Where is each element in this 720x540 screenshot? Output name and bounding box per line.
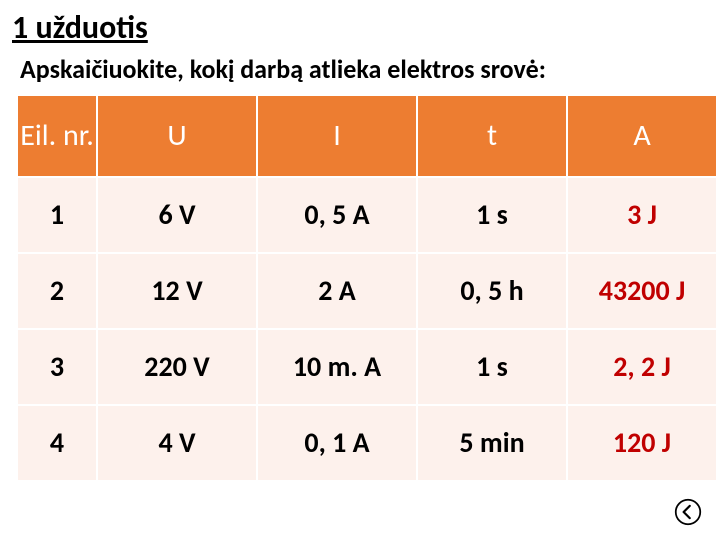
table-row: 4 4 V 0, 1 A 5 min 120 J — [17, 405, 717, 481]
cell-a: 3 J — [567, 177, 717, 253]
cell-a: 2, 2 J — [567, 329, 717, 405]
cell-nr: 3 — [17, 329, 97, 405]
cell-nr: 2 — [17, 253, 97, 329]
col-header-u: U — [97, 95, 257, 177]
cell-t: 1 s — [417, 177, 567, 253]
page-subtitle: Apskaičiuokite, kokį darbą atlieka elekt… — [0, 53, 720, 86]
table-row: 1 6 V 0, 5 A 1 s 3 J — [17, 177, 717, 253]
cell-t: 5 min — [417, 405, 567, 481]
cell-t: 0, 5 h — [417, 253, 567, 329]
cell-u: 4 V — [97, 405, 257, 481]
cell-a: 43200 J — [567, 253, 717, 329]
page-title: 1 užduotis — [0, 8, 720, 47]
col-header-t: t — [417, 95, 567, 177]
cell-a: 120 J — [567, 405, 717, 481]
cell-i: 0, 1 A — [257, 405, 417, 481]
table-row: 2 12 V 2 A 0, 5 h 43200 J — [17, 253, 717, 329]
table-header-row: Eil. nr. U I t A — [17, 95, 717, 177]
cell-u: 220 V — [97, 329, 257, 405]
data-table: Eil. nr. U I t A 1 6 V 0, 5 A 1 s 3 J 2 … — [16, 94, 718, 482]
col-header-a: A — [567, 95, 717, 177]
cell-i: 0, 5 A — [257, 177, 417, 253]
table-row: 3 220 V 10 m. A 1 s 2, 2 J — [17, 329, 717, 405]
cell-nr: 4 — [17, 405, 97, 481]
back-arrow-icon[interactable] — [674, 498, 702, 526]
slide: 1 užduotis Apskaičiuokite, kokį darbą at… — [0, 0, 720, 540]
cell-u: 6 V — [97, 177, 257, 253]
cell-i: 2 A — [257, 253, 417, 329]
cell-nr: 1 — [17, 177, 97, 253]
cell-i: 10 m. A — [257, 329, 417, 405]
cell-t: 1 s — [417, 329, 567, 405]
col-header-i: I — [257, 95, 417, 177]
col-header-nr: Eil. nr. — [17, 95, 97, 177]
cell-u: 12 V — [97, 253, 257, 329]
